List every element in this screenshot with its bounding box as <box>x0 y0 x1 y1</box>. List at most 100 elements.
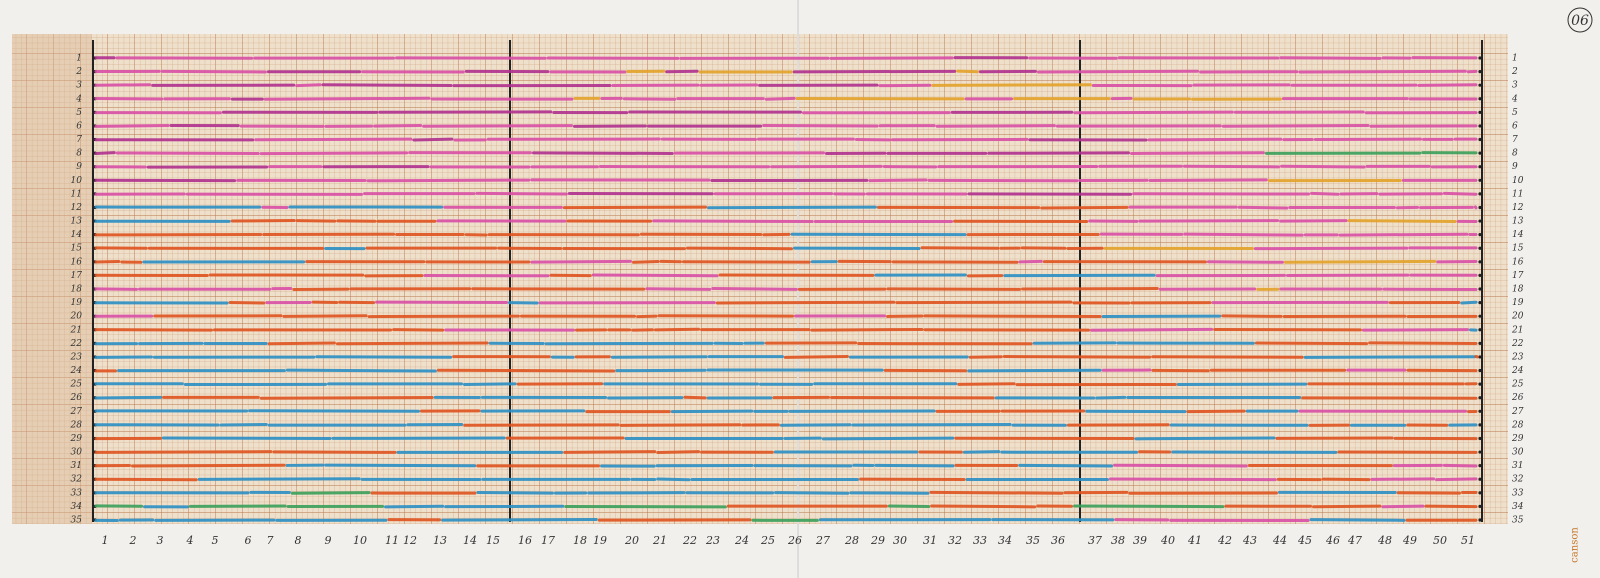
stroke-segment <box>1417 83 1478 87</box>
stroke-segment <box>1435 477 1478 482</box>
row-label-right: 2 <box>1511 67 1518 77</box>
row-label-right: 14 <box>1512 230 1524 240</box>
row-label-right: 25 <box>1511 380 1524 390</box>
stroke-segment <box>441 518 598 522</box>
row-label-right: 13 <box>1512 217 1524 227</box>
row-label: 33 <box>71 488 83 498</box>
row-label-right: 32 <box>1512 475 1524 485</box>
row-dot <box>1478 409 1482 413</box>
row-dot <box>1478 450 1482 454</box>
stroke-segment <box>335 341 489 346</box>
stroke-segment <box>810 327 924 332</box>
stroke-segment <box>652 219 814 224</box>
stroke-segment <box>1424 504 1478 509</box>
row-dot <box>1478 178 1482 182</box>
row-label: 15 <box>71 244 83 254</box>
row-label-right: 5 <box>1512 108 1518 118</box>
stroke-segment <box>285 368 437 373</box>
column-label: 18 <box>573 534 587 547</box>
stroke-segment <box>197 477 361 481</box>
column-label: 5 <box>212 534 219 547</box>
column-label: 38 <box>1111 534 1125 547</box>
row-label: 26 <box>70 393 83 403</box>
column-label: 17 <box>541 534 555 547</box>
stroke-segment <box>384 504 445 509</box>
row-dot <box>1478 518 1482 522</box>
row-label: 31 <box>71 461 82 471</box>
row-label: 11 <box>71 189 82 199</box>
row-dot <box>1478 97 1482 101</box>
margin-column <box>12 34 92 524</box>
row-dot <box>1478 341 1482 345</box>
stroke-segment <box>94 450 273 454</box>
stroke-segment <box>683 395 707 400</box>
stroke-segment <box>1073 504 1225 509</box>
row-dot <box>1478 491 1482 495</box>
stroke-segment <box>715 300 896 305</box>
stroke-segment <box>94 395 162 400</box>
row-label-right: 17 <box>1512 271 1524 281</box>
page-number: 06 <box>1571 13 1589 29</box>
row-dot <box>1478 165 1482 169</box>
row-dot <box>1478 192 1482 196</box>
stroke-segment <box>930 504 1037 509</box>
row-label: 32 <box>71 475 83 485</box>
stroke-segment <box>1221 314 1283 318</box>
stroke-segment <box>1312 504 1382 509</box>
column-label: 3 <box>157 534 164 547</box>
stroke-segment <box>956 69 979 74</box>
column-label: 49 <box>1402 534 1417 547</box>
row-dot <box>1478 205 1482 210</box>
row-label: 14 <box>71 230 83 240</box>
row-label-right: 19 <box>1512 298 1524 308</box>
stroke-segment <box>1148 178 1268 182</box>
stroke-segment <box>219 423 268 427</box>
row-dot <box>1478 300 1482 305</box>
stroke-segment <box>476 491 554 495</box>
row-label: 3 <box>76 81 82 91</box>
row-label: 24 <box>70 366 83 376</box>
column-label: 33 <box>973 534 987 547</box>
stroke-segment <box>422 124 573 128</box>
stroke-segment <box>259 151 409 156</box>
stroke-segment <box>1095 395 1127 400</box>
stroke-segment <box>1381 504 1425 509</box>
stroke-segment <box>267 341 336 346</box>
stroke-segment <box>1473 205 1478 210</box>
stroke-segment <box>1206 260 1284 264</box>
stroke-segment <box>1183 232 1304 237</box>
row-label-right: 11 <box>1512 189 1523 199</box>
stroke-segment <box>1460 300 1478 305</box>
row-label-right: 27 <box>1511 407 1524 417</box>
row-dot <box>1478 328 1482 332</box>
row-dot <box>1478 246 1482 250</box>
row-dot <box>1478 477 1482 481</box>
row-dot <box>1478 83 1482 87</box>
row-label: 21 <box>70 325 82 335</box>
row-label-right: 18 <box>1512 285 1524 295</box>
stroke-segment <box>130 463 286 468</box>
column-label: 19 <box>593 534 607 547</box>
column-label: 42 <box>1217 534 1232 547</box>
column-label: 35 <box>1026 534 1040 547</box>
row-dot <box>1478 464 1482 468</box>
column-label: 26 <box>787 534 802 547</box>
stroke-segment <box>1018 463 1114 468</box>
row-dot <box>1478 436 1482 441</box>
row-label: 7 <box>76 135 82 145</box>
stroke-segment <box>957 382 1016 386</box>
stroke-segment <box>1040 205 1129 210</box>
stroke-segment <box>1442 463 1478 468</box>
stroke-segment <box>1279 56 1382 60</box>
stroke-segment <box>1298 69 1467 74</box>
stroke-segment <box>923 314 1102 319</box>
stroke-segment <box>929 490 1064 495</box>
column-label: 34 <box>998 534 1012 547</box>
stroke-segment <box>160 69 267 74</box>
row-label-right: 1 <box>1512 54 1518 64</box>
row-label: 29 <box>70 434 83 444</box>
stroke-segment <box>591 273 719 278</box>
row-label: 28 <box>70 420 83 430</box>
stroke-segment <box>1113 463 1248 468</box>
